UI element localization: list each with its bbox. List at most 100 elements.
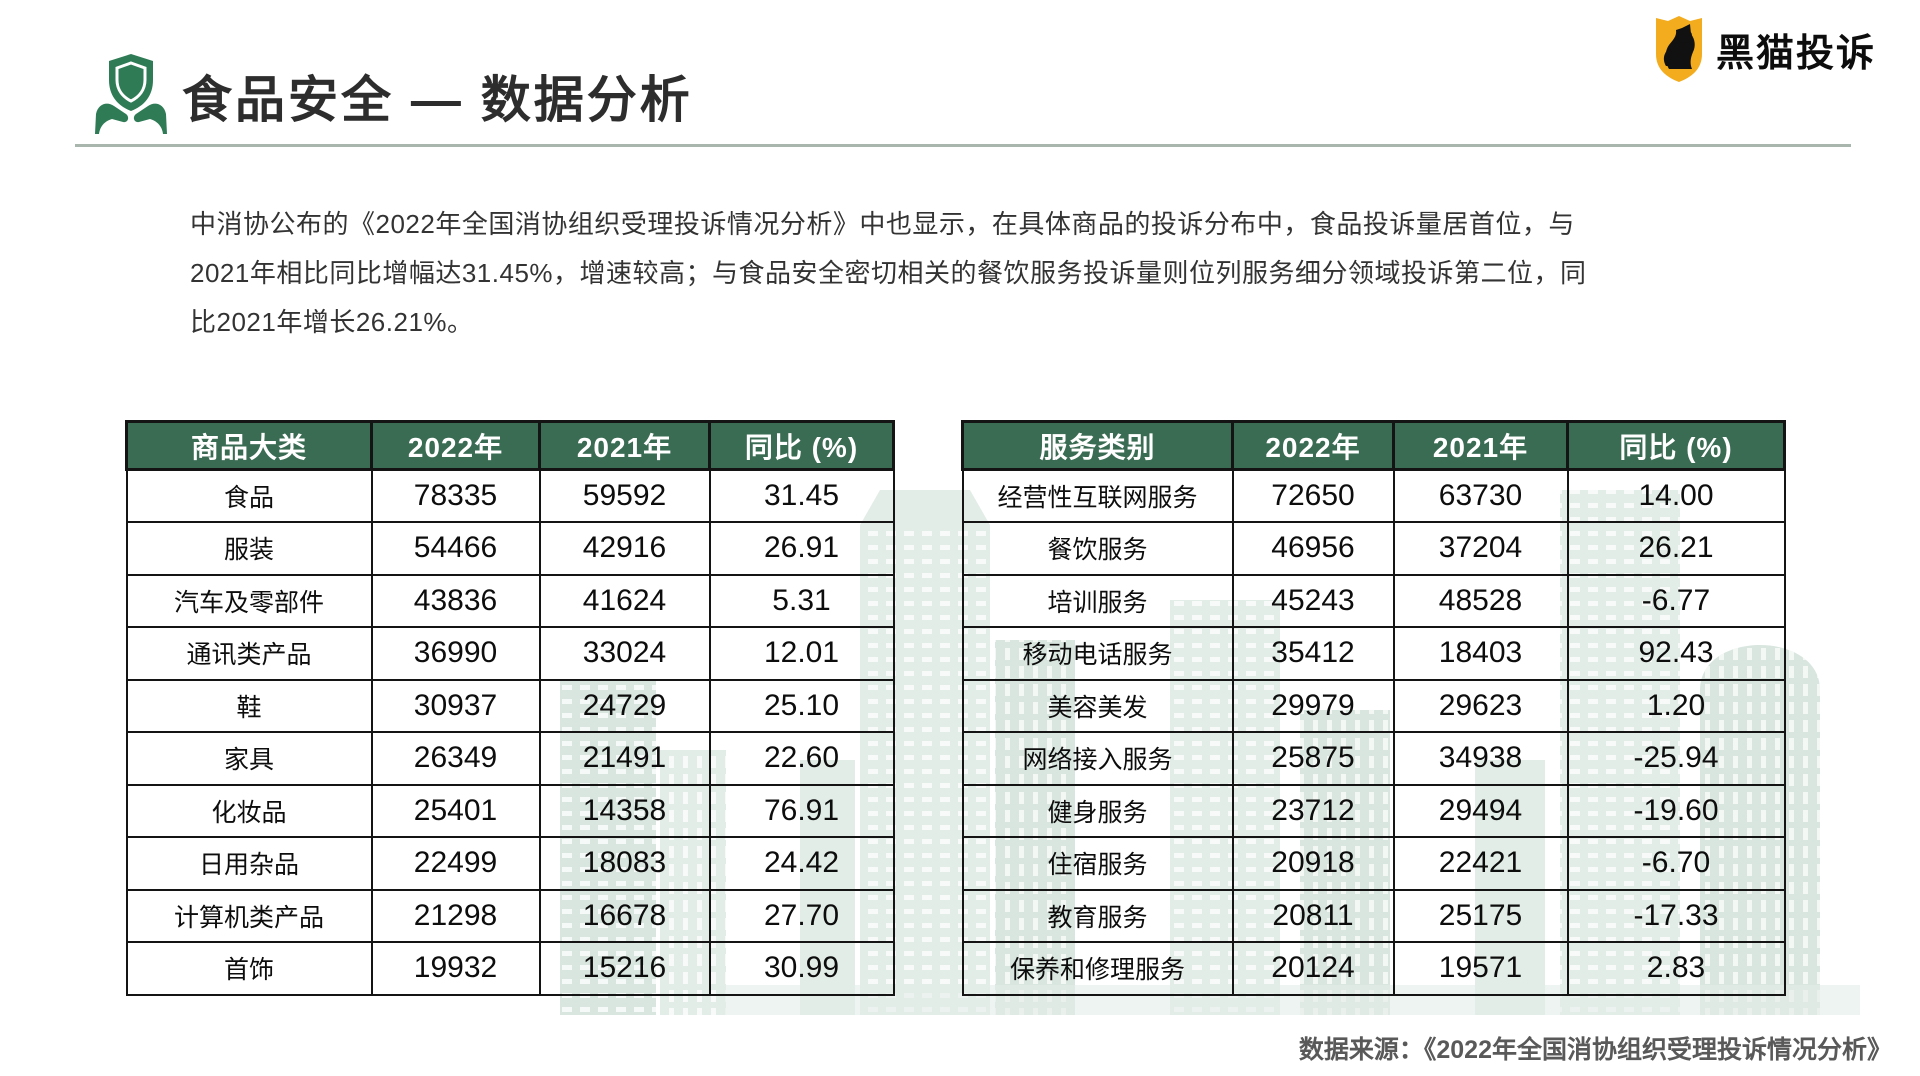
value-cell: 24.42 (708, 836, 895, 891)
value-cell: 26349 (370, 731, 541, 786)
table-header-row: 服务类别 2022年 2021年 同比 (%) (961, 420, 1786, 471)
table-row: 日用杂品 22499 18083 24.42 (125, 836, 895, 891)
page-title: 食品安全 — 数据分析 (182, 72, 693, 128)
value-cell: 22421 (1392, 836, 1569, 891)
category-cell: 健身服务 (961, 783, 1234, 838)
category-cell: 美容美发 (961, 678, 1234, 733)
value-cell: 12.01 (708, 626, 895, 681)
table-row: 食品 78335 59592 31.45 (125, 468, 895, 523)
category-cell: 化妆品 (125, 783, 373, 838)
value-cell: 22499 (370, 836, 541, 891)
value-cell: 1.20 (1566, 678, 1786, 733)
value-cell: 29494 (1392, 783, 1569, 838)
table-row: 餐饮服务 46956 37204 26.21 (961, 521, 1786, 576)
value-cell: 5.31 (708, 573, 895, 628)
table-row: 鞋 30937 24729 25.10 (125, 678, 895, 733)
value-cell: 72650 (1231, 468, 1395, 523)
value-cell: 29623 (1392, 678, 1569, 733)
table-row: 网络接入服务 25875 34938 -25.94 (961, 731, 1786, 786)
value-cell: 41624 (538, 573, 711, 628)
value-cell: 19932 (370, 941, 541, 996)
category-cell: 移动电话服务 (961, 626, 1234, 681)
value-cell: 25875 (1231, 731, 1395, 786)
value-cell: 15216 (538, 941, 711, 996)
category-cell: 教育服务 (961, 888, 1234, 943)
category-cell: 汽车及零部件 (125, 573, 373, 628)
value-cell: 16678 (538, 888, 711, 943)
category-cell: 鞋 (125, 678, 373, 733)
value-cell: 14.00 (1566, 468, 1786, 523)
value-cell: 26.91 (708, 521, 895, 576)
value-cell: 92.43 (1566, 626, 1786, 681)
category-cell: 服装 (125, 521, 373, 576)
value-cell: 34938 (1392, 731, 1569, 786)
title-divider (75, 144, 1851, 147)
intro-line: 比2021年增长26.21%。 (190, 307, 474, 337)
table-row: 家具 26349 21491 22.60 (125, 731, 895, 786)
category-cell: 通讯类产品 (125, 626, 373, 681)
value-cell: 19571 (1392, 941, 1569, 996)
value-cell: 48528 (1392, 573, 1569, 628)
value-cell: 25175 (1392, 888, 1569, 943)
services-complaints-table: 服务类别 2022年 2021年 同比 (%) 经营性互联网服务 72650 63730 14… (961, 420, 1786, 996)
value-cell: 25401 (370, 783, 541, 838)
table-row: 计算机类产品 21298 16678 27.70 (125, 888, 895, 943)
table-row: 保养和修理服务 20124 19571 2.83 (961, 941, 1786, 996)
value-cell: -25.94 (1566, 731, 1786, 786)
category-cell: 餐饮服务 (961, 521, 1234, 576)
value-cell: 35412 (1231, 626, 1395, 681)
table-row: 经营性互联网服务 72650 63730 14.00 (961, 468, 1786, 523)
value-cell: 14358 (538, 783, 711, 838)
table-row: 教育服务 20811 25175 -17.33 (961, 888, 1786, 943)
category-cell: 首饰 (125, 941, 373, 996)
column-header: 2022年 (1231, 420, 1395, 471)
category-cell: 家具 (125, 731, 373, 786)
category-cell: 保养和修理服务 (961, 941, 1234, 996)
value-cell: 23712 (1231, 783, 1395, 838)
value-cell: 20124 (1231, 941, 1395, 996)
value-cell: -19.60 (1566, 783, 1786, 838)
column-header: 2021年 (538, 420, 711, 471)
value-cell: 27.70 (708, 888, 895, 943)
value-cell: 33024 (538, 626, 711, 681)
table-row: 培训服务 45243 48528 -6.77 (961, 573, 1786, 628)
column-header: 2022年 (370, 420, 541, 471)
value-cell: 20918 (1231, 836, 1395, 891)
table-header-row: 商品大类 2022年 2021年 同比 (%) (125, 420, 895, 471)
value-cell: 20811 (1231, 888, 1395, 943)
value-cell: 31.45 (708, 468, 895, 523)
value-cell: 21298 (370, 888, 541, 943)
table-row: 移动电话服务 35412 18403 92.43 (961, 626, 1786, 681)
value-cell: 29979 (1231, 678, 1395, 733)
value-cell: 22.60 (708, 731, 895, 786)
value-cell: 76.91 (708, 783, 895, 838)
table-row: 美容美发 29979 29623 1.20 (961, 678, 1786, 733)
value-cell: -17.33 (1566, 888, 1786, 943)
value-cell: 24729 (538, 678, 711, 733)
black-cat-logo: 黑猫投诉 (1652, 14, 1876, 84)
value-cell: -6.77 (1566, 573, 1786, 628)
value-cell: 42916 (538, 521, 711, 576)
products-complaints-table: 商品大类 2022年 2021年 同比 (%) 食品 78335 59592 31.45 服装 5… (125, 420, 895, 996)
shield-in-hands-icon (95, 54, 167, 134)
data-source-note: 数据来源：《2022年全国消协组织受理投诉情况分析》 (1298, 1036, 1892, 1064)
table-row: 汽车及零部件 43836 41624 5.31 (125, 573, 895, 628)
table-row: 首饰 19932 15216 30.99 (125, 941, 895, 996)
value-cell: 30.99 (708, 941, 895, 996)
column-header: 同比 (%) (1566, 420, 1786, 471)
value-cell: 30937 (370, 678, 541, 733)
value-cell: 54466 (370, 521, 541, 576)
table-row: 通讯类产品 36990 33024 12.01 (125, 626, 895, 681)
table-row: 服装 54466 42916 26.91 (125, 521, 895, 576)
brand-logo-text: 黑猫投诉 (1716, 32, 1877, 75)
intro-paragraph: 中消协公布的《2022年全国消协组织受理投诉情况分析》中也显示，在具体商品的投诉… (190, 200, 1790, 347)
value-cell: 63730 (1392, 468, 1569, 523)
category-cell: 日用杂品 (125, 836, 373, 891)
black-cat-shield-icon (1656, 16, 1702, 82)
category-cell: 网络接入服务 (961, 731, 1234, 786)
category-cell: 计算机类产品 (125, 888, 373, 943)
value-cell: 37204 (1392, 521, 1569, 576)
table-row: 住宿服务 20918 22421 -6.70 (961, 836, 1786, 891)
value-cell: 26.21 (1566, 521, 1786, 576)
